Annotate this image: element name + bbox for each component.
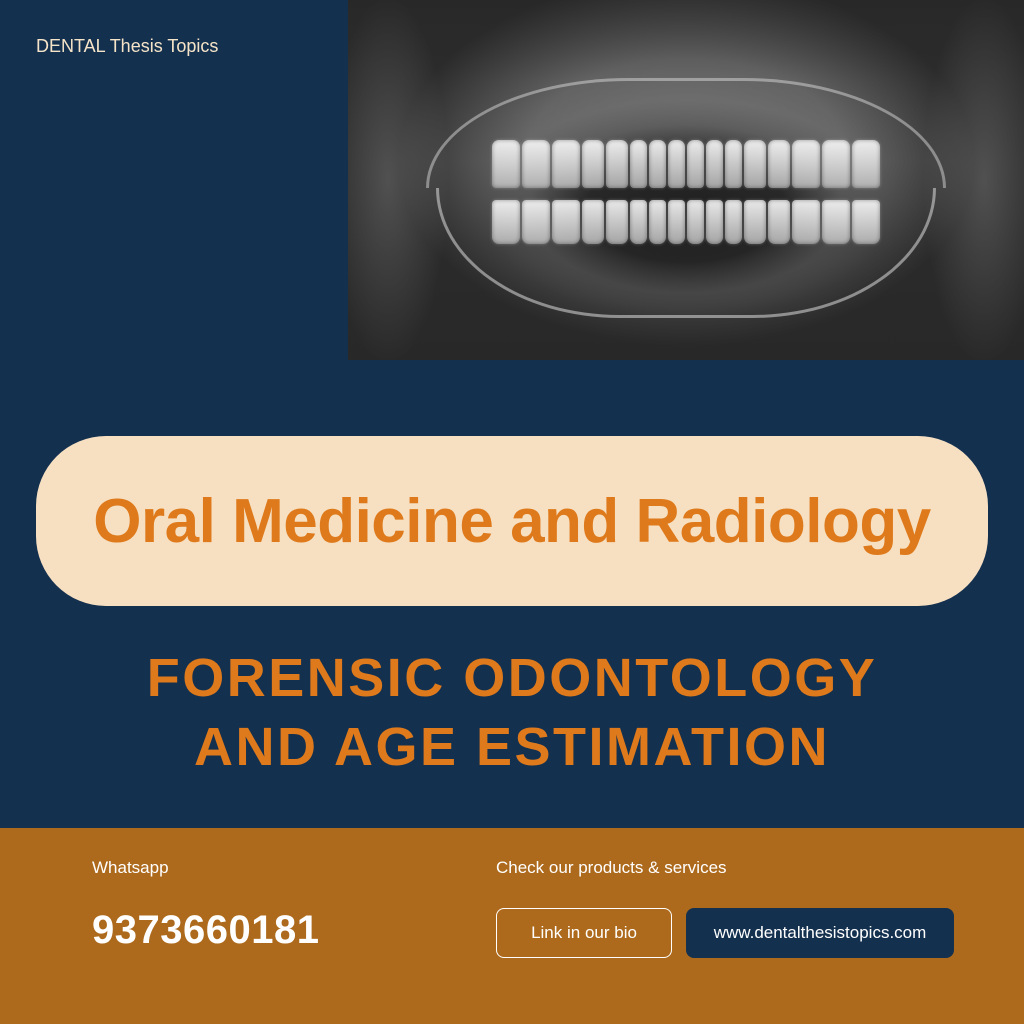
brand-label: DENTAL Thesis Topics (36, 36, 218, 57)
upper-teeth-row (492, 140, 880, 188)
thesis-topic-subtitle: FORENSIC ODONTOLOGY AND AGE ESTIMATION (0, 644, 1024, 782)
footer-cta-block: Check our products & services Link in ou… (496, 858, 954, 1024)
footer-bar: Whatsapp 9373660181 Check our products &… (0, 828, 1024, 1024)
cta-button-row: Link in our bio www.dentalthesistopics.c… (496, 908, 954, 958)
topic-line-2: AND AGE ESTIMATION (0, 713, 1024, 782)
topic-line-1: FORENSIC ODONTOLOGY (0, 644, 1024, 713)
department-title: Oral Medicine and Radiology (93, 486, 930, 557)
website-button[interactable]: www.dentalthesistopics.com (686, 908, 954, 958)
lower-teeth-row (492, 200, 880, 244)
whatsapp-number[interactable]: 9373660181 (92, 908, 496, 953)
footer-contact-block: Whatsapp 9373660181 (92, 858, 496, 1024)
department-pill: Oral Medicine and Radiology (36, 436, 988, 606)
dental-xray-image (348, 0, 1024, 360)
cta-heading: Check our products & services (496, 858, 954, 878)
link-in-bio-button[interactable]: Link in our bio (496, 908, 672, 958)
contact-channel-label: Whatsapp (92, 858, 496, 878)
